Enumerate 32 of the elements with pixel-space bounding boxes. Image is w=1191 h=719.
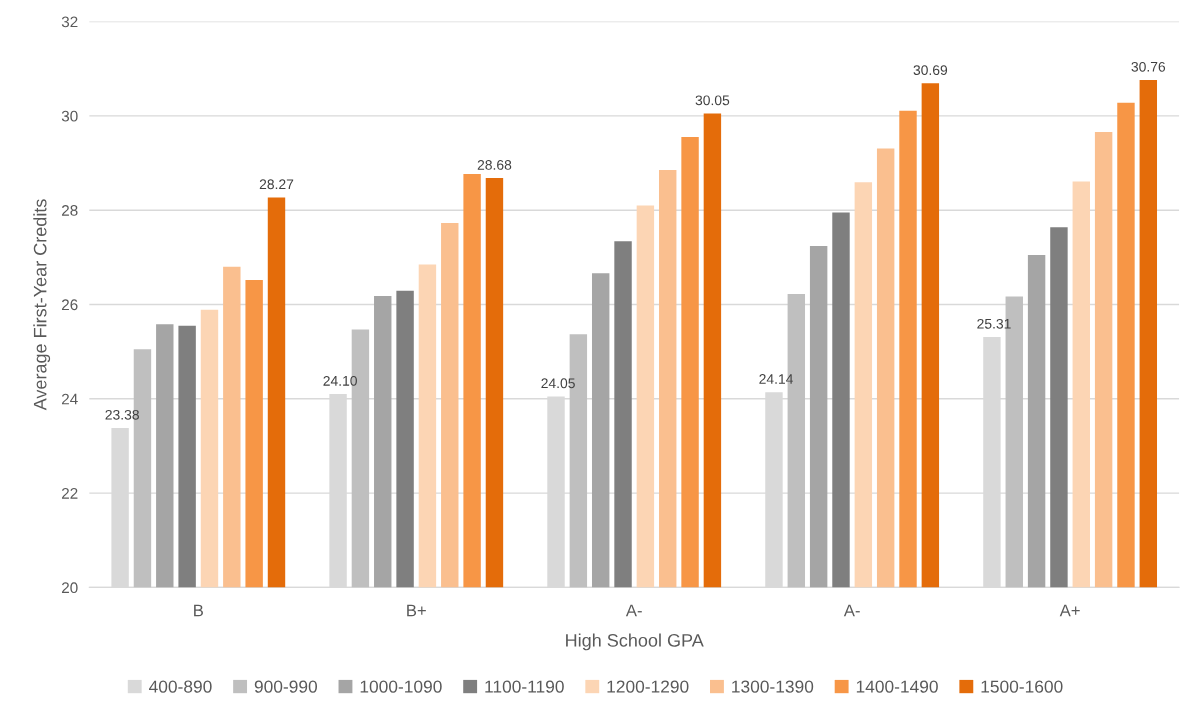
legend-label: 1400-1490 — [856, 680, 938, 693]
data-label: 28.27 — [259, 179, 294, 190]
data-label: 24.14 — [759, 374, 794, 384]
x-tick-label: A+ — [1059, 604, 1080, 617]
data-label: 23.38 — [105, 409, 139, 420]
y-tick-label: 22 — [61, 487, 78, 499]
x-axis-title: High School GPA — [566, 633, 704, 651]
y-tick-label: 24 — [61, 393, 78, 405]
x-tick-label: B+ — [407, 604, 426, 617]
x-tick-label: A- — [843, 604, 860, 617]
legend-label: 400-890 — [149, 680, 212, 693]
legend-label: 900-990 — [254, 680, 318, 693]
y-tick-label: 28 — [61, 205, 78, 216]
legend-label: 1500-1600 — [981, 680, 1063, 693]
legend-label: 1300-1390 — [732, 680, 814, 693]
legend-label: 1200-1290 — [607, 680, 689, 693]
y-tick-label: 30 — [61, 110, 78, 122]
legend-label: 1100-1190 — [485, 680, 564, 693]
data-label: 30.69 — [913, 65, 948, 76]
data-label: 24.10 — [323, 375, 357, 386]
y-axis-title: Average First-Year Credits — [33, 199, 51, 411]
x-tick-label: B — [194, 604, 203, 617]
legend-label: 1000-1090 — [360, 680, 442, 693]
y-tick-label: 20 — [61, 582, 78, 594]
data-label: 30.76 — [1131, 61, 1166, 72]
data-label: 24.05 — [541, 378, 575, 389]
y-tick-label: 32 — [61, 16, 78, 28]
data-label: 25.31 — [977, 318, 1011, 329]
x-tick-label: A- — [625, 604, 642, 617]
y-tick-label: 26 — [61, 299, 78, 311]
data-label: 30.05 — [695, 95, 730, 106]
data-label: 28.68 — [477, 159, 512, 170]
